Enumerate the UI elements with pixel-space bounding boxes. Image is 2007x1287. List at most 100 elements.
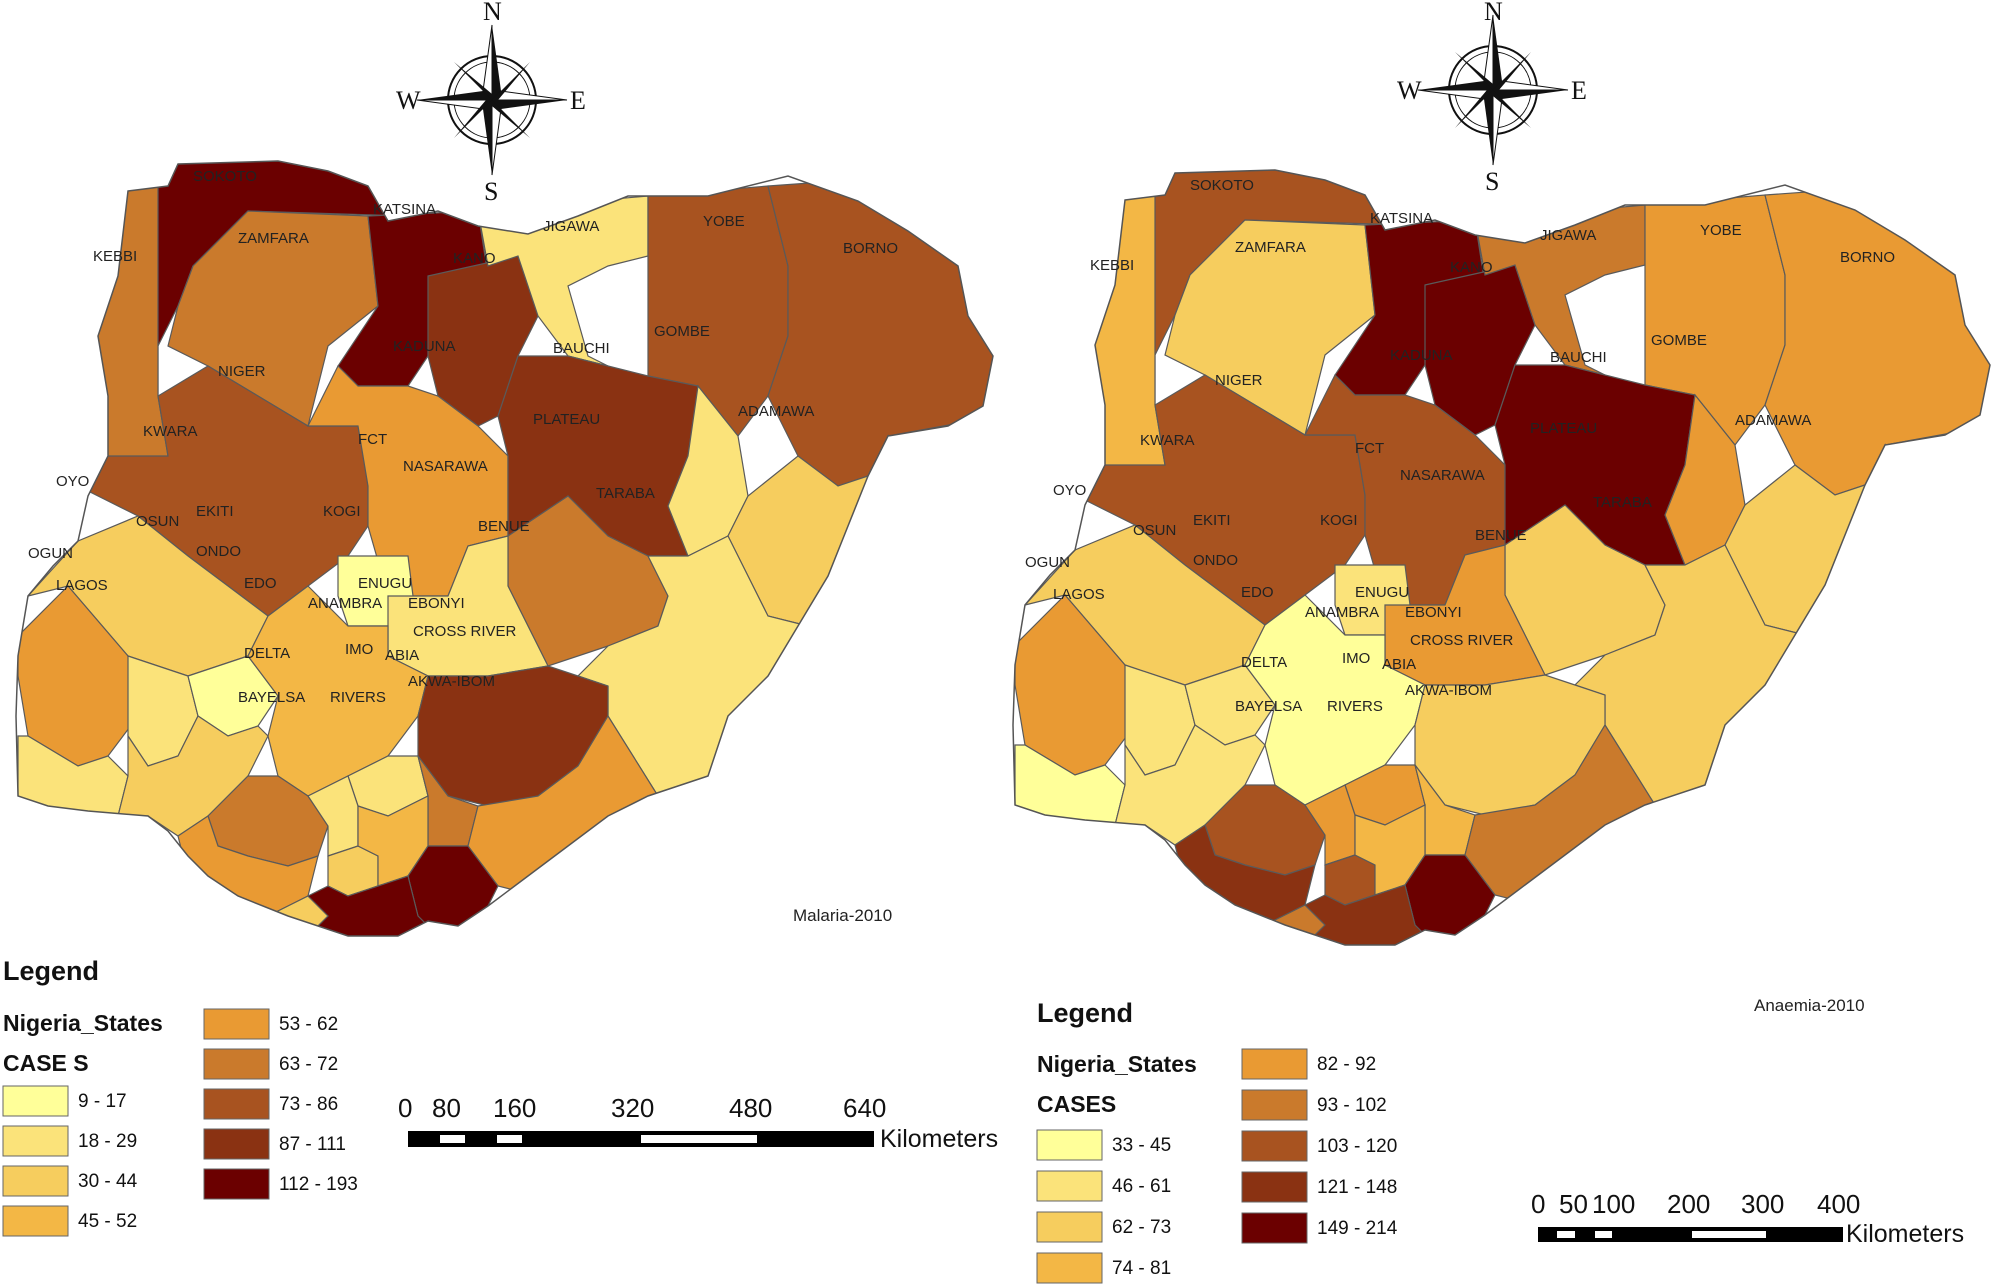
legend-label: 62 - 73 [1112, 1217, 1171, 1238]
legend-label: 149 - 214 [1317, 1218, 1398, 1239]
state-label: EKITI [196, 503, 234, 520]
state-label: BAUCHI [1550, 349, 1607, 366]
state-KATSINA[interactable] [337, 210, 489, 387]
state-label: AKWA-IBOM [408, 673, 495, 690]
state-label: KWARA [143, 423, 197, 440]
state-label: KATSINA [373, 201, 436, 218]
state-label: IMO [345, 641, 373, 658]
state-label: SOKOTO [1190, 177, 1254, 194]
state-BORNO[interactable] [767, 175, 998, 487]
state-label: PLATEAU [533, 411, 600, 428]
state-label: KWARA [1140, 432, 1194, 449]
scale-unit: Kilometers [880, 1125, 998, 1153]
state-label: KOGI [323, 503, 361, 520]
state-label: BAUCHI [553, 340, 610, 357]
state-label: IMO [1342, 650, 1370, 667]
legend-swatch [203, 1088, 270, 1120]
state-label: KEBBI [1090, 257, 1134, 274]
state-label: EKITI [1193, 512, 1231, 529]
state-label: BORNO [843, 240, 898, 257]
legend-swatch [1241, 1089, 1308, 1121]
state-label: ABIA [1382, 656, 1416, 673]
legend-malaria: Legend Nigeria_States CASE S 9 - 17 18 - … [2, 956, 358, 1237]
state-label: KADUNA [393, 338, 456, 355]
state-label: OYO [56, 473, 89, 490]
state-label: BORNO [1840, 249, 1895, 266]
compass-north: N [483, 0, 502, 26]
state-label: LAGOS [56, 577, 108, 594]
compass-east: E [570, 86, 586, 115]
legend-anaemia: Legend Nigeria_States CASES 33 - 45 46 - … [1036, 998, 1398, 1284]
legend-field: CASES [1037, 1091, 1116, 1117]
state-label: FCT [358, 431, 387, 448]
compass-south: S [1485, 167, 1499, 196]
legend-title: Legend [1037, 998, 1133, 1028]
state-label: ABIA [385, 647, 419, 664]
scale-tick-label: 480 [729, 1093, 772, 1123]
scale-ticks: 0 80 160 320 480 640 [398, 1093, 886, 1123]
legend-label: 103 - 120 [1317, 1136, 1397, 1157]
states-layer [1013, 170, 1995, 945]
scale-bar-malaria: 0 80 160 320 480 640 Kilometers [398, 1093, 998, 1153]
legend-label: 33 - 45 [1112, 1135, 1171, 1156]
scale-tick-label: 0 [398, 1093, 412, 1123]
scale-tick-label: 320 [611, 1093, 654, 1123]
legend-label: 74 - 81 [1112, 1258, 1171, 1279]
state-label: KOGI [1320, 512, 1358, 529]
legend-layer: Nigeria_States [3, 1010, 163, 1036]
compass-rose-left: N S W E [396, 0, 586, 206]
state-label: ANAMBRA [1305, 604, 1379, 621]
anaemia-map: SOKOTO KEBBI ZAMFARA KATSINA KANO JIGAWA… [1012, 169, 1995, 946]
legend-swatch [203, 1008, 270, 1040]
legend-label: 63 - 72 [279, 1054, 338, 1075]
state-label: ADAMAWA [1735, 412, 1811, 429]
legend-swatch [1241, 1171, 1308, 1203]
state-label: DELTA [244, 645, 290, 662]
state-label: PLATEAU [1530, 420, 1597, 437]
state-label: YOBE [703, 213, 745, 230]
state-label: DELTA [1241, 654, 1287, 671]
scale-tick-label: 640 [843, 1093, 886, 1123]
state-BORNO[interactable] [1764, 184, 1995, 496]
scale-tick-label: 50 [1559, 1189, 1588, 1219]
legend-label: 46 - 61 [1112, 1176, 1171, 1197]
state-labels: SOKOTO KEBBI ZAMFARA KATSINA KANO JIGAWA… [28, 168, 898, 706]
state-label: YOBE [1700, 222, 1742, 239]
legend-swatches: 33 - 45 46 - 61 62 - 73 74 - 81 82 - 92 93 - … [1036, 1048, 1398, 1284]
state-label: EBONYI [1405, 604, 1462, 621]
legend-swatch [1241, 1048, 1308, 1080]
legend-label: 73 - 86 [279, 1094, 338, 1115]
scale-tick-label: 160 [493, 1093, 536, 1123]
compass-rose-right: N S W E [1397, 0, 1587, 196]
legend-swatches: 9 - 17 18 - 29 30 - 44 45 - 52 53 - 62 63 - 7… [2, 1008, 358, 1237]
legend-label: 18 - 29 [78, 1131, 137, 1152]
legend-layer: Nigeria_States [1037, 1051, 1197, 1077]
scale-ticks: 0 50 100 200 300 400 [1531, 1189, 1860, 1219]
legend-swatch [1036, 1129, 1103, 1161]
state-label: ENUGU [358, 575, 412, 592]
state-label: SOKOTO [193, 168, 257, 185]
scale-tick-label: 300 [1741, 1189, 1784, 1219]
state-label: GOMBE [1651, 332, 1707, 349]
state-label: ZAMFARA [1235, 239, 1306, 256]
legend-label: 121 - 148 [1317, 1177, 1397, 1198]
legend-swatch [2, 1085, 69, 1117]
scale-tick-label: 80 [432, 1093, 461, 1123]
state-label: KADUNA [1390, 347, 1453, 364]
state-label: KANO [1450, 259, 1493, 276]
state-label: ENUGU [1355, 584, 1409, 601]
state-label: JIGAWA [1540, 227, 1596, 244]
state-label: TARABA [596, 485, 655, 502]
compass-west: W [1397, 76, 1422, 105]
state-label: ONDO [196, 543, 241, 560]
state-label: ONDO [1193, 552, 1238, 569]
legend-label: 53 - 62 [279, 1014, 338, 1035]
scale-tick-label: 200 [1667, 1189, 1710, 1219]
scale-tick-label: 0 [1531, 1189, 1545, 1219]
state-KATSINA[interactable] [1334, 219, 1486, 396]
legend-label: 93 - 102 [1317, 1095, 1387, 1116]
state-label: KANO [453, 250, 496, 267]
legend-swatch [1241, 1212, 1308, 1244]
compass-north: N [1484, 0, 1503, 26]
